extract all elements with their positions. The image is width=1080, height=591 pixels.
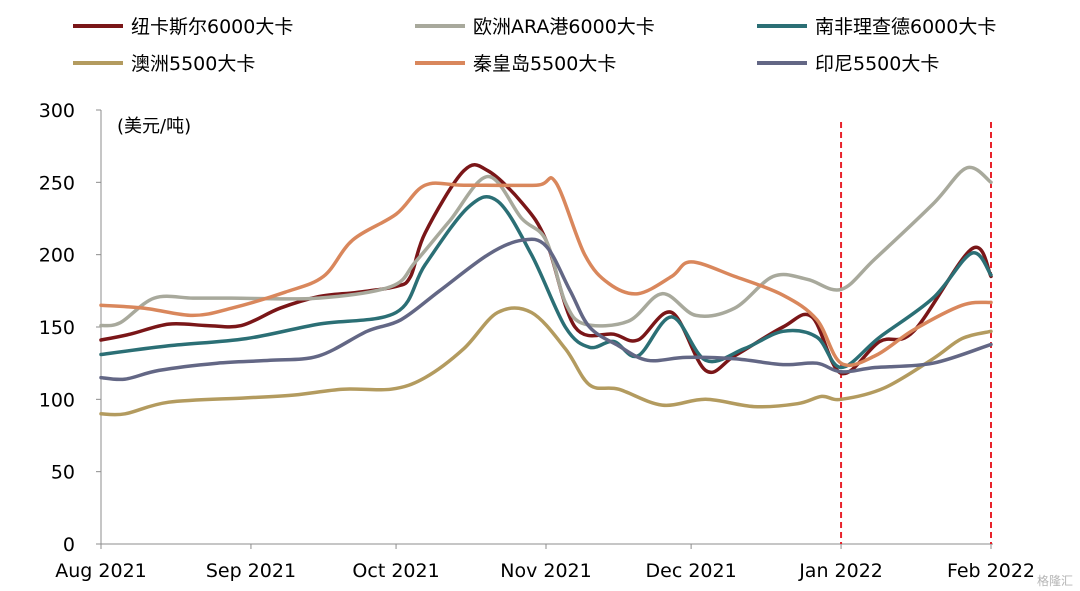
y-ticks: 0 50 100 150 200 250 300 [39, 100, 101, 556]
watermark-text: 格隆汇 [1037, 573, 1073, 588]
y-tick-label: 250 [39, 172, 75, 194]
x-tick-label: Oct 2021 [352, 560, 439, 582]
y-tick-label: 150 [39, 317, 75, 339]
series-3-line [99, 194, 993, 370]
legend-item: 纽卡斯尔6000大卡 [73, 16, 293, 38]
series-2-line [99, 165, 993, 328]
x-ticks: Aug 2021 Sep 2021 Oct 2021 Nov 2021 Dec 2021… [55, 544, 1035, 582]
x-tick-label: Nov 2021 [500, 560, 591, 582]
x-tick-label: Aug 2021 [55, 560, 147, 582]
series-6-line [99, 237, 993, 382]
y-axis-unit-label: (美元/吨) [117, 116, 191, 137]
x-tick-label: Dec 2021 [646, 560, 737, 582]
series-1-line [99, 163, 993, 376]
series-5-line [99, 176, 993, 368]
series-lines [99, 163, 993, 417]
legend: 纽卡斯尔6000大卡 欧洲ARA港6000大卡 南非理查德6000大卡澳洲5500大… [73, 16, 996, 75]
series-4-line [99, 306, 993, 417]
legend-label: 欧洲ARA港6000大卡 [473, 16, 655, 38]
legend-item: 南非理查德6000大卡 [757, 16, 996, 38]
legend-label: 南非理查德6000大卡 [815, 16, 996, 38]
x-tick-label: Feb 2022 [947, 560, 1035, 582]
legend-label: 澳洲5500大卡 [131, 53, 255, 75]
y-tick-label: 300 [39, 100, 75, 122]
y-tick-label: 50 [51, 462, 75, 484]
y-tick-label: 100 [39, 389, 75, 411]
axes: 0 50 100 150 200 250 300 Aug 2021 Sep 2021 Oct 2… [39, 100, 1035, 582]
legend-item: 欧洲ARA港6000大卡 [415, 16, 655, 38]
y-tick-label: 200 [39, 245, 75, 267]
reference-lines [840, 122, 992, 544]
x-tick-label: Jan 2022 [798, 560, 883, 582]
legend-item: 秦皇岛5500大卡 [415, 53, 616, 75]
y-tick-label: 0 [63, 534, 75, 556]
legend-label: 印尼5500大卡 [815, 53, 939, 75]
legend-label: 纽卡斯尔6000大卡 [131, 16, 293, 38]
legend-item: 印尼5500大卡 [757, 53, 939, 75]
legend-item: 澳洲5500大卡 [73, 53, 255, 75]
legend-label: 秦皇岛5500大卡 [473, 53, 616, 75]
x-tick-label: Sep 2021 [206, 560, 296, 582]
